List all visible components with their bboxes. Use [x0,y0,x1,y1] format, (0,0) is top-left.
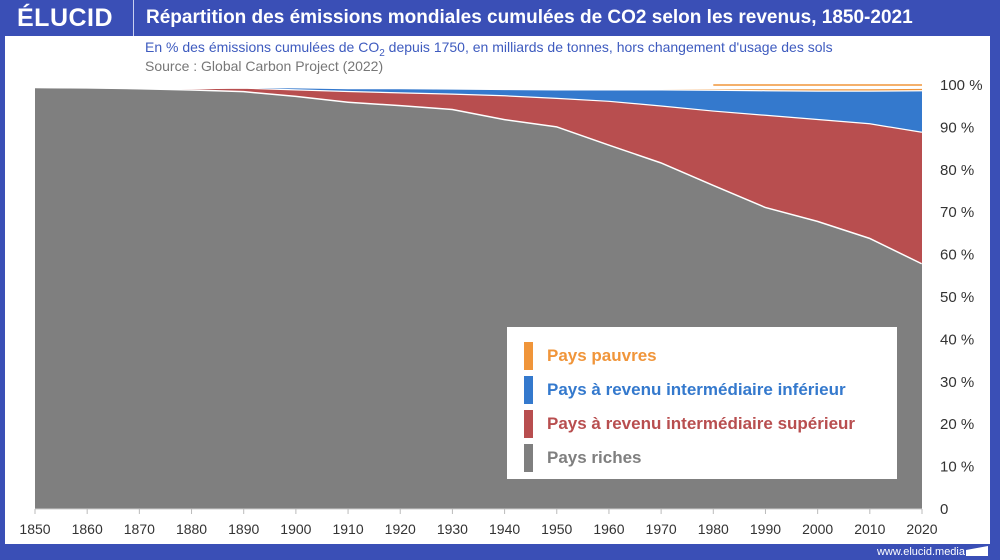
legend: Pays pauvres Pays à revenu intermédiaire … [507,327,897,479]
subtitle-text-end: depuis 1750, en milliards de tonnes, hor… [384,39,833,55]
area-pays-revenu-interm-diaire-sup-rieur [35,86,922,264]
legend-label: Pays à revenu intermédiaire inférieur [547,380,846,399]
legend-label: Pays riches [547,448,642,467]
y-tick-label: 60 % [940,247,974,264]
area-pays-pauvres [35,86,922,91]
legend-swatch [524,342,533,370]
legend-label: Pays à revenu intermédiaire supérieur [547,414,856,433]
x-tick-label: 1950 [541,521,572,537]
legend-label: Pays pauvres [547,346,657,365]
y-tick-label: 30 % [940,374,974,391]
legend-swatch [524,410,533,438]
header-divider [133,0,134,36]
x-tick-label: 2020 [906,521,937,537]
y-tick-label: 20 % [940,416,974,433]
chart-title: Répartition des émissions mondiales cumu… [146,7,913,28]
y-tick-label: 50 % [940,289,974,306]
y-tick-label: 80 % [940,162,974,179]
y-tick-label: 90 % [940,119,974,136]
x-tick-label: 2010 [854,521,885,537]
x-tick-label: 1910 [332,521,363,537]
y-tick-label: 100 % [940,77,983,94]
header: ÉLUCID Répartition des émissions mondial… [0,0,1000,36]
legend-swatch [524,444,533,472]
x-tick-label: 1980 [698,521,729,537]
footer-url[interactable]: www.elucid.media [876,546,965,558]
x-tick-label: 1960 [593,521,624,537]
legend-item: Pays riches [524,441,897,475]
x-tick-label: 1860 [72,521,103,537]
x-tick-label: 1850 [19,521,50,537]
y-tick-label: 10 % [940,459,974,476]
x-tick-label: 1890 [228,521,259,537]
legend-swatch [524,376,533,404]
x-tick-label: 1880 [176,521,207,537]
x-tick-label: 1990 [750,521,781,537]
x-tick-label: 1970 [646,521,677,537]
flag-logo-icon [966,546,988,556]
area-pays-revenu-interm-diaire-inf-rieur [35,86,922,132]
subtitle-text: En % des émissions cumulées de CO [145,39,380,55]
y-tick-label: 70 % [940,204,974,221]
x-tick-label: 1900 [280,521,311,537]
chart-source: Source : Global Carbon Project (2022) [145,58,384,74]
x-tick-label: 1920 [385,521,416,537]
y-tick-label: 40 % [940,331,974,348]
chart-subtitle: En % des émissions cumulées de CO2 depui… [145,39,833,59]
x-tick-label: 1940 [489,521,520,537]
legend-item: Pays à revenu intermédiaire supérieur [524,407,897,441]
legend-item: Pays pauvres [524,339,897,373]
legend-item: Pays à revenu intermédiaire inférieur [524,373,897,407]
x-tick-label: 2000 [802,521,833,537]
x-tick-label: 1870 [124,521,155,537]
subtitle-subscript: 2 [379,47,385,59]
y-tick-label: 0 [940,501,948,518]
elucid-logo: ÉLUCID [17,3,114,32]
x-tick-label: 1930 [437,521,468,537]
